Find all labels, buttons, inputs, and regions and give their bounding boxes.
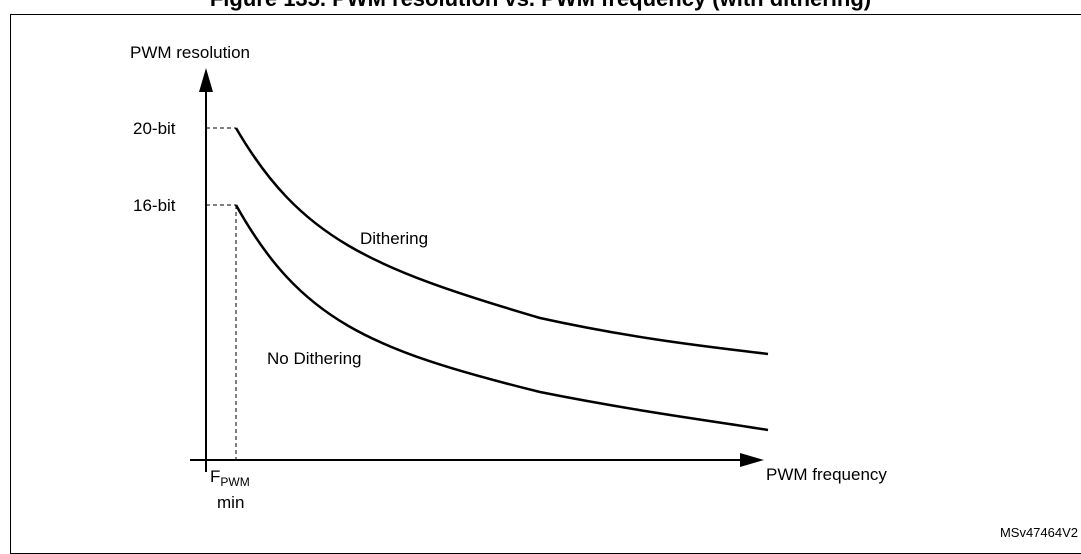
series-label-no-dithering: No Dithering	[267, 349, 362, 368]
x-mark-sub: PWM	[220, 475, 249, 489]
series-line-no-dithering	[234, 204, 769, 432]
x-axis-arrow	[740, 453, 764, 467]
x-mark-second: min	[217, 493, 244, 512]
y-tick-label-20bit: 20-bit	[133, 119, 176, 138]
x-mark-label: FPWM	[210, 467, 250, 489]
x-axis-label: PWM frequency	[766, 465, 887, 484]
x-mark-main: F	[210, 467, 220, 486]
chart-svg: PWM resolution PWM frequency 20-bit 16-b…	[130, 43, 1078, 540]
series-label-dithering: Dithering	[360, 229, 428, 248]
y-axis-arrow	[199, 68, 213, 92]
series-line-dithering	[234, 127, 769, 356]
y-tick-label-16bit: 16-bit	[133, 196, 176, 215]
figure-title: Figure 135. PWM resolution vs. PWM frequ…	[0, 0, 1081, 12]
y-axis-label: PWM resolution	[130, 43, 250, 62]
figure-id: MSv47464V2	[1000, 525, 1078, 540]
